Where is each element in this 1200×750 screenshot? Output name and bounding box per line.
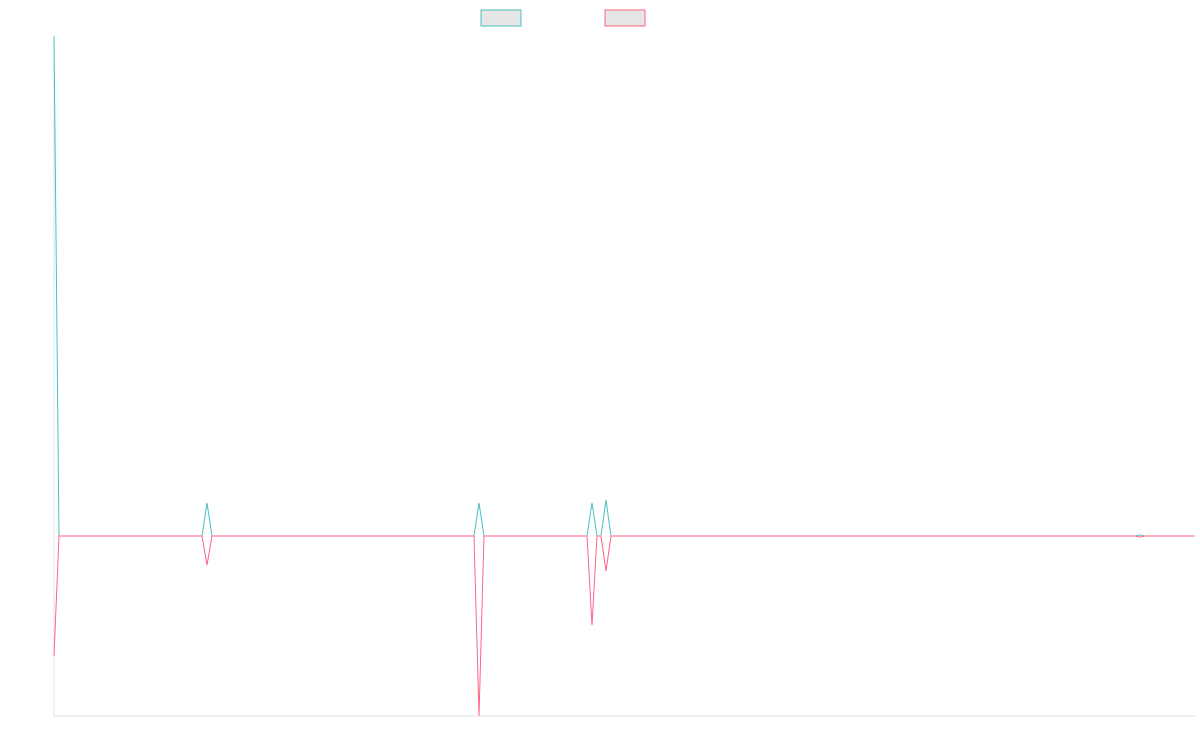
series-line [53,35,1195,537]
series-line [53,535,1195,717]
legend-swatch [480,9,522,27]
legend-swatch [604,9,646,27]
